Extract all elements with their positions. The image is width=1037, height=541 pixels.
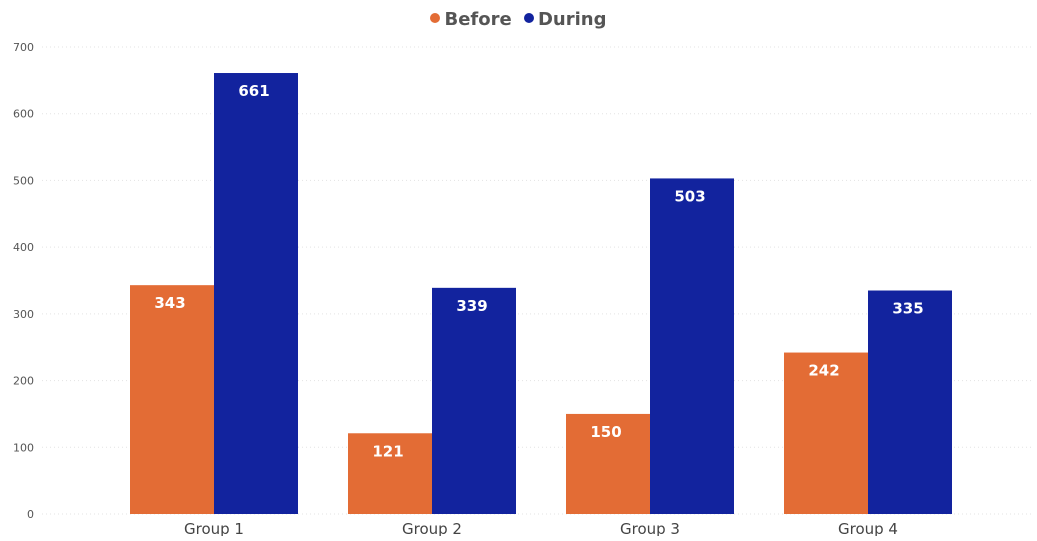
legend-label-during: During: [537, 9, 607, 30]
bar-before: [130, 285, 214, 514]
bar-during: [868, 290, 952, 514]
legend-dot-during: [523, 13, 534, 23]
data-label: 242: [808, 362, 839, 380]
data-label: 339: [456, 297, 487, 315]
legend-item-before[interactable]: Before: [430, 9, 512, 30]
bar-before: [348, 433, 432, 514]
bar-before: [784, 352, 868, 514]
x-tick-label: Group 1: [184, 520, 244, 536]
y-tick-label: 700: [13, 41, 34, 54]
x-tick-label: Group 4: [838, 520, 898, 536]
legend-label-before: Before: [444, 9, 512, 30]
legend-dot-before: [430, 13, 441, 23]
legend-item-during[interactable]: During: [523, 9, 607, 30]
bar-before: [566, 413, 650, 514]
y-tick-label: 400: [13, 241, 34, 254]
y-tick-label: 500: [13, 174, 34, 187]
data-label: 335: [892, 300, 923, 318]
y-tick-label: 600: [13, 108, 34, 121]
bar-during: [432, 287, 516, 514]
data-label: 121: [372, 442, 403, 460]
data-label: 343: [154, 294, 185, 312]
x-tick-label: Group 3: [620, 520, 680, 536]
data-label: 503: [674, 187, 705, 205]
bar-during: [214, 73, 298, 515]
y-tick-label: 0: [27, 508, 34, 521]
data-label: 661: [238, 82, 269, 100]
data-label: 150: [590, 423, 621, 441]
y-tick-label: 200: [13, 375, 34, 388]
x-tick-label: Group 2: [402, 520, 462, 536]
legend: Before During: [0, 9, 1037, 30]
y-tick-label: 300: [13, 308, 34, 321]
y-tick-label: 100: [13, 441, 34, 454]
bar-during: [650, 178, 734, 515]
